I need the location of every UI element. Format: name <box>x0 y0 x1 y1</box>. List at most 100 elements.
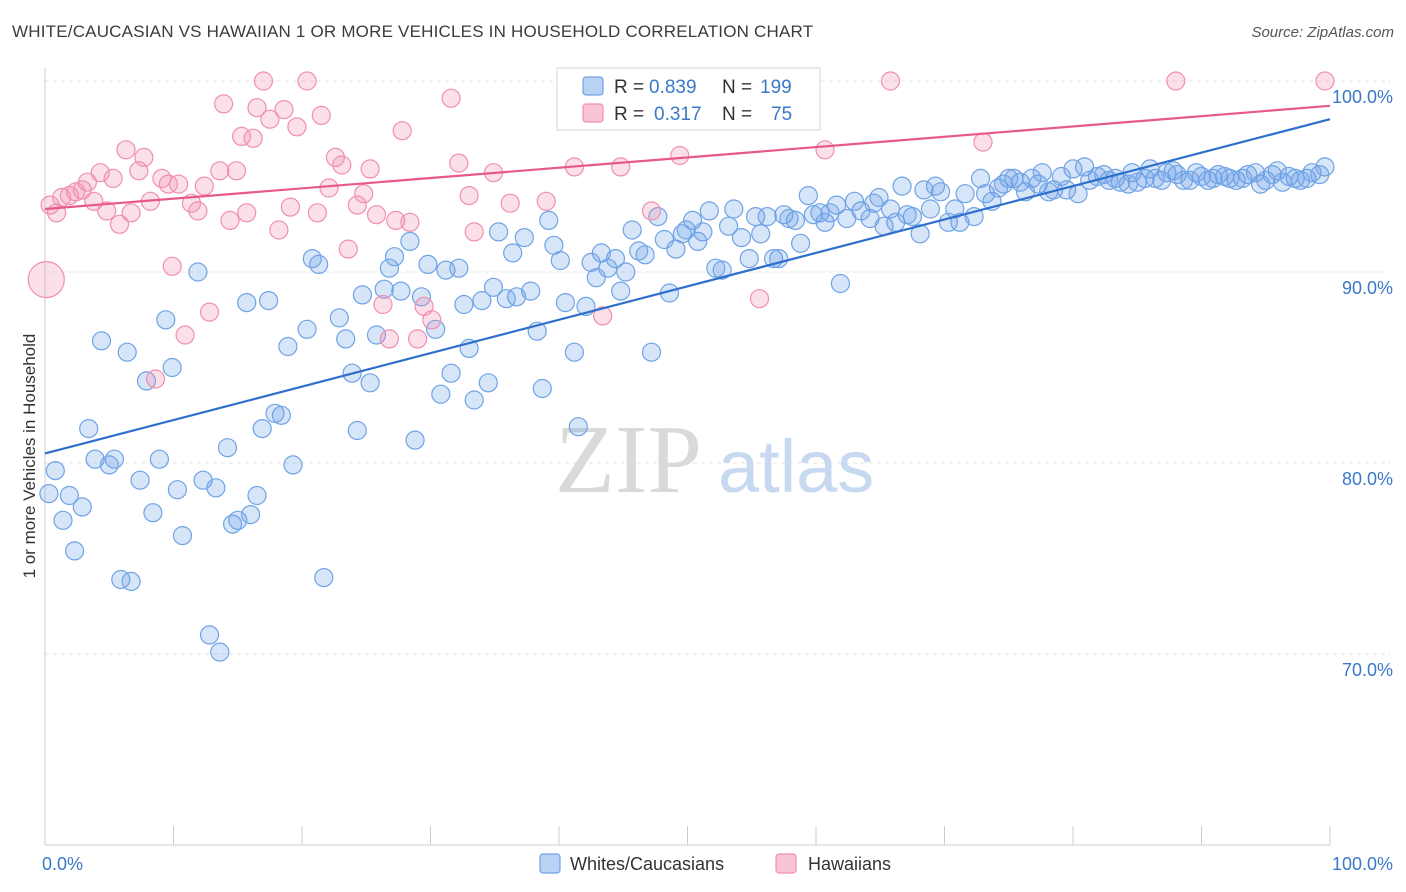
data-point <box>731 228 752 248</box>
data-point <box>247 98 267 118</box>
data-point <box>374 279 394 299</box>
data-point <box>391 281 411 301</box>
stats-legend: R = 0.839 N = 199 R = 0.317 N = 75 <box>556 67 821 131</box>
chart-title: WHITE/CAUCASIAN VS HAWAIIAN 1 OR MORE VE… <box>12 22 814 41</box>
data-point <box>869 187 889 208</box>
data-point <box>514 228 534 248</box>
data-point <box>85 449 105 469</box>
data-point <box>1262 165 1282 185</box>
data-point <box>116 140 136 160</box>
data-point <box>955 184 975 204</box>
data-point <box>622 220 642 240</box>
y-tick-label: 80.0% <box>1342 469 1393 489</box>
legend-swatch-hawaiians <box>582 103 604 123</box>
data-point <box>693 222 713 242</box>
data-point <box>902 207 923 227</box>
data-point <box>426 319 446 339</box>
data-point <box>149 449 169 469</box>
data-point <box>489 222 509 242</box>
data-point <box>815 140 835 160</box>
data-point <box>79 419 99 439</box>
data-point <box>194 176 214 196</box>
data-point <box>521 281 541 301</box>
data-point <box>27 261 65 299</box>
data-point <box>338 239 358 259</box>
data-point <box>360 373 380 393</box>
data-point <box>45 461 65 481</box>
data-point <box>253 71 274 91</box>
data-point <box>52 187 72 208</box>
data-point <box>993 174 1014 194</box>
data-point <box>347 420 367 441</box>
data-point <box>616 262 636 282</box>
data-point <box>366 205 387 225</box>
data-point <box>400 231 420 251</box>
data-point <box>408 329 428 349</box>
data-point <box>1166 71 1186 91</box>
data-point <box>360 159 380 179</box>
data-point <box>635 245 655 265</box>
data-point <box>226 161 247 181</box>
data-point <box>145 369 166 389</box>
data-point <box>99 455 119 475</box>
data-point <box>332 155 352 175</box>
data-point <box>309 254 329 274</box>
data-point <box>464 390 484 410</box>
data-point <box>803 205 824 225</box>
data-point <box>53 510 73 530</box>
data-point <box>536 191 556 211</box>
data-point <box>172 525 193 546</box>
data-point <box>506 287 527 307</box>
data-point <box>175 325 195 345</box>
data-point <box>441 88 461 108</box>
data-point <box>103 168 123 188</box>
source-credit: Source: ZipAtlas.com <box>1251 24 1394 41</box>
data-point <box>199 302 220 322</box>
trend-line-whites <box>44 118 1331 455</box>
y-tick-label: 90.0% <box>1342 278 1393 298</box>
data-point <box>999 168 1019 188</box>
data-point <box>688 231 708 251</box>
data-point <box>269 220 289 240</box>
data-point <box>311 105 331 126</box>
data-point <box>500 193 520 213</box>
data-point <box>130 470 150 490</box>
legend-n-label-hawaiians: N = <box>722 104 752 125</box>
data-point <box>252 419 272 439</box>
data-point <box>449 258 469 278</box>
data-point <box>329 308 349 328</box>
data-point <box>449 153 469 173</box>
data-point <box>188 201 208 221</box>
data-point <box>611 281 631 301</box>
data-point <box>283 455 303 475</box>
data-point <box>672 224 693 244</box>
data-point <box>950 212 970 232</box>
y-tick-label: 70.0% <box>1342 660 1393 680</box>
data-point <box>90 163 110 183</box>
data-point <box>1063 159 1083 179</box>
data-point <box>774 205 794 225</box>
data-point <box>243 128 263 148</box>
data-point <box>400 212 420 232</box>
data-point <box>354 184 374 204</box>
data-point <box>77 172 98 192</box>
data-point <box>274 99 294 120</box>
data-point <box>237 203 257 223</box>
data-point <box>749 289 770 309</box>
data-point <box>1297 168 1317 188</box>
data-point <box>72 497 92 517</box>
data-point <box>422 310 442 330</box>
data-point <box>319 178 339 198</box>
y-axis-title: 1 or more Vehicles in Household <box>20 334 39 579</box>
data-point <box>503 243 523 263</box>
data-point <box>611 157 631 177</box>
data-point <box>1238 165 1258 185</box>
data-point <box>247 485 267 506</box>
data-point <box>188 262 208 282</box>
data-point <box>454 294 474 315</box>
data-point <box>826 195 847 215</box>
data-point <box>162 256 182 276</box>
data-point <box>259 291 279 311</box>
data-point <box>532 378 552 399</box>
